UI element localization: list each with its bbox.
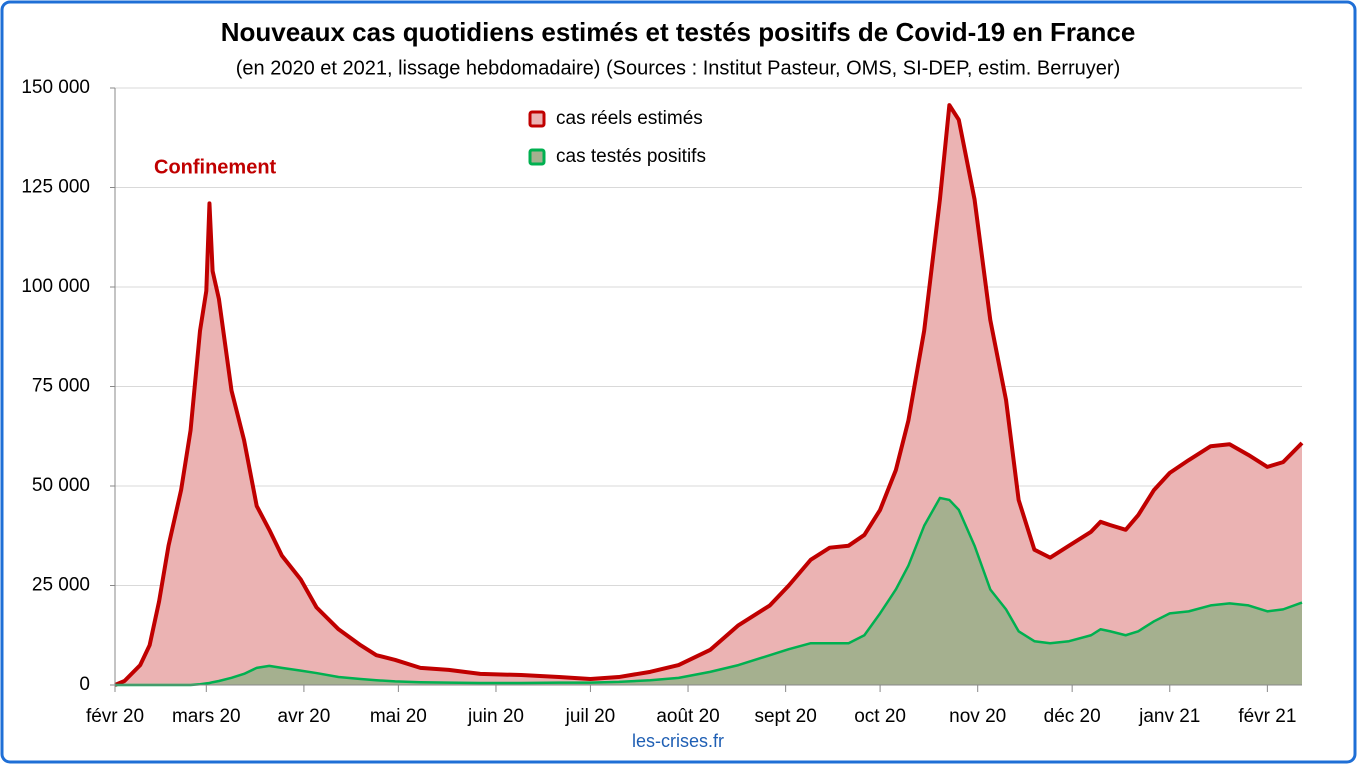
y-tick-label: 75 000 (32, 376, 90, 397)
y-tick-label: 0 (79, 674, 90, 695)
x-tick-label: févr 20 (86, 706, 144, 727)
x-tick-label: nov 20 (949, 706, 1006, 727)
x-tick-label: août 20 (656, 706, 719, 727)
x-tick-label: févr 21 (1238, 706, 1296, 727)
area (115, 497, 1302, 685)
chart-subtitle: (en 2020 et 2021, lissage hebdomadaire) … (236, 57, 1121, 79)
y-tick-label: 150 000 (21, 77, 90, 98)
x-tick-label: mai 20 (370, 706, 427, 727)
x-tick-label: juil 20 (565, 706, 616, 727)
source: les-crises.fr (632, 731, 724, 751)
x-tick-label: janv 21 (1138, 706, 1200, 727)
x-tick-label: déc 20 (1044, 706, 1101, 727)
y-tick-label: 100 000 (21, 276, 90, 297)
y-tick-label: 125 000 (21, 177, 90, 198)
chart-title: Nouveaux cas quotidiens estimés et testé… (221, 17, 1136, 47)
area (115, 105, 1302, 685)
x-tick-label: sept 20 (754, 706, 816, 727)
line (114, 103, 1304, 687)
x-tick-label: avr 20 (278, 706, 331, 727)
x-tick-label: juin 20 (467, 706, 524, 727)
legend-swatch (528, 148, 546, 166)
line (115, 496, 1303, 687)
x-tick-label: mars 20 (172, 706, 241, 727)
y-tick-label: 25 000 (32, 575, 90, 596)
annotation: Confinement (154, 156, 277, 178)
legend-label: cas réels estimés (556, 108, 703, 129)
legend-swatch (528, 110, 546, 128)
y-tick-label: 50 000 (32, 475, 90, 496)
x-tick-label: oct 20 (854, 706, 906, 727)
legend-label: cas testés positifs (556, 146, 706, 167)
